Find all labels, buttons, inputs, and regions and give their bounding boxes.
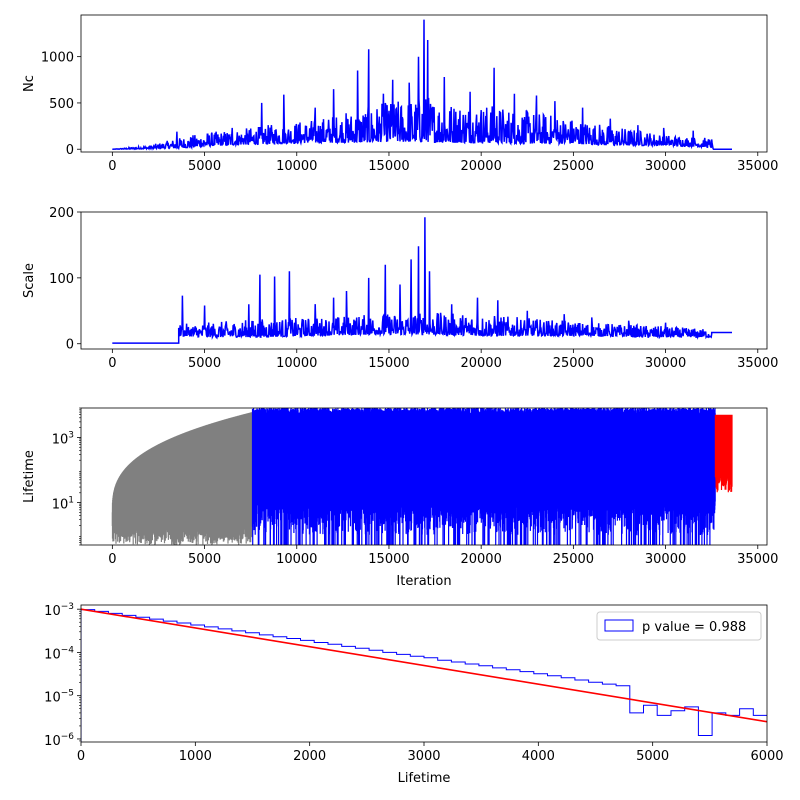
- tick-exponent: 1: [68, 496, 74, 506]
- x-tick-label: 10000: [276, 356, 317, 371]
- y-tick-label: 10−6: [44, 732, 74, 749]
- panel-histogram: p value = 0.988 0 1000 2000 3000 4000 5000 6000…: [44, 602, 783, 786]
- x-tick-label: 30000: [645, 159, 686, 174]
- x-tick-label: 0: [77, 749, 85, 764]
- x-tick-label: 25000: [553, 159, 594, 174]
- tick-exponent: −3: [61, 602, 74, 612]
- x-tick-label: 6000: [750, 749, 783, 764]
- legend-label: p value = 0.988: [642, 620, 746, 635]
- x-tick-label: 35000: [737, 356, 778, 371]
- x-axis-label: Lifetime: [398, 771, 451, 786]
- tick-base: 10: [44, 647, 61, 662]
- x-tick-label: 10000: [276, 552, 317, 567]
- y-axis-label: Nc: [22, 75, 37, 92]
- y-tick-label: 100: [49, 272, 74, 287]
- panel-nc: 0 5000 10000 15000 20000 25000 30000 35000 0 500 1…: [22, 14, 778, 174]
- x-tick-label: 5000: [188, 552, 221, 567]
- y-tick-label: 101: [52, 496, 74, 513]
- x-tick-label: 0: [108, 552, 116, 567]
- x-tick-label: 4000: [522, 749, 555, 764]
- x-tick-label: 15000: [368, 356, 409, 371]
- x-tick-label: 2000: [293, 749, 326, 764]
- x-tick-label: 5000: [188, 356, 221, 371]
- tick-base: 10: [44, 734, 61, 749]
- main-trace: [251, 408, 716, 545]
- x-tick-label: 3000: [407, 749, 440, 764]
- fit-line: [81, 608, 767, 723]
- x-tick-label: 5000: [636, 749, 669, 764]
- axes-frame: [80, 211, 768, 350]
- histogram-steps: [81, 609, 767, 742]
- tick-exponent: −5: [61, 689, 74, 699]
- x-tick-label: 25000: [553, 552, 594, 567]
- y-tick-label: 1000: [41, 51, 74, 66]
- x-tick-label: 20000: [460, 356, 501, 371]
- series-line: [112, 19, 732, 151]
- y-tick-label: 103: [52, 430, 74, 447]
- axes-frame: [80, 604, 768, 743]
- panel-lifetime: 0 5000 10000 15000 20000 25000 30000 3500010110…: [22, 407, 778, 589]
- tick-exponent: −6: [61, 732, 75, 742]
- y-axis-label: Lifetime: [22, 450, 37, 503]
- x-tick-label: 25000: [553, 356, 594, 371]
- tick-exponent: 3: [68, 430, 74, 440]
- axes-frame: [80, 407, 768, 546]
- x-axis-label: Iteration: [396, 574, 451, 589]
- tick-base: 10: [52, 432, 69, 447]
- legend-swatch: [604, 619, 634, 632]
- tick-base: 10: [44, 604, 61, 619]
- x-tick-label: 15000: [368, 159, 409, 174]
- x-tick-label: 1000: [179, 749, 212, 764]
- y-tick-label: 0: [66, 143, 74, 158]
- x-tick-label: 15000: [368, 552, 409, 567]
- y-tick-label: 500: [49, 97, 74, 112]
- legend: p value = 0.988: [596, 611, 762, 641]
- y-tick-label: 10−4: [44, 645, 74, 662]
- tail-trace: [714, 414, 733, 493]
- y-axis-label: Scale: [22, 263, 37, 298]
- x-tick-label: 35000: [737, 159, 778, 174]
- y-tick-label: 10−5: [44, 689, 74, 706]
- x-tick-label: 20000: [460, 552, 501, 567]
- x-tick-label: 20000: [460, 159, 501, 174]
- tick-base: 10: [52, 498, 69, 513]
- burn-in-trace: [111, 412, 254, 545]
- x-tick-label: 0: [108, 159, 116, 174]
- x-tick-label: 30000: [645, 356, 686, 371]
- x-tick-label: 5000: [188, 159, 221, 174]
- x-tick-label: 10000: [276, 159, 317, 174]
- panel-scale: 0 5000 10000 15000 20000 25000 30000 35000 0 100 2…: [22, 206, 778, 371]
- tick-exponent: −4: [61, 645, 75, 655]
- axes-frame: [80, 14, 768, 153]
- tick-base: 10: [44, 691, 61, 706]
- x-tick-label: 35000: [737, 552, 778, 567]
- y-tick-label: 0: [66, 338, 74, 353]
- series-line: [112, 217, 732, 344]
- y-tick-label: 10−3: [44, 602, 74, 619]
- x-tick-label: 0: [108, 356, 116, 371]
- x-tick-label: 30000: [645, 552, 686, 567]
- y-tick-label: 200: [49, 206, 74, 221]
- legend-box: [596, 611, 762, 641]
